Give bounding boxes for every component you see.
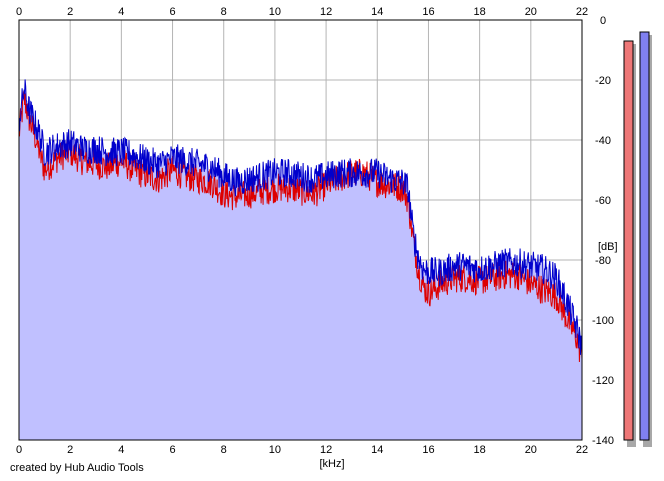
x-tick-top-0: 0 (16, 6, 22, 18)
x-tick-top-6: 12 (320, 6, 332, 18)
level-meter-0 (623, 40, 634, 441)
plot-border (18, 19, 583, 441)
x-tick-top-5: 10 (269, 6, 281, 18)
x-tick-bottom-9: 18 (474, 444, 486, 456)
x-tick-bottom-1: 2 (67, 444, 73, 456)
x-axis-label: [kHz] (319, 458, 344, 470)
y-tick-0: 0 (600, 15, 606, 27)
x-tick-top-2: 4 (118, 6, 124, 18)
x-tick-bottom-6: 12 (320, 444, 332, 456)
x-tick-top-9: 18 (474, 6, 486, 18)
x-tick-bottom-7: 14 (371, 444, 383, 456)
series-layer (18, 79, 583, 363)
x-axis-ticks-bottom: 0 2 4 6 8 10 12 14 16 18 20 22 (16, 444, 588, 456)
x-tick-bottom-4: 8 (221, 444, 227, 456)
credit-text: created by Hub Audio Tools (10, 462, 144, 474)
spectrum-fill-area (19, 79, 582, 441)
y-tick-6: -120 (592, 375, 614, 387)
x-tick-bottom-3: 6 (169, 444, 175, 456)
x-tick-top-1: 2 (67, 6, 73, 18)
x-tick-top-3: 6 (169, 6, 175, 18)
x-tick-top-11: 22 (576, 6, 588, 18)
x-tick-top-8: 16 (422, 6, 434, 18)
x-tick-top-4: 8 (221, 6, 227, 18)
x-tick-bottom-10: 20 (525, 444, 537, 456)
y-axis-label: [dB] (598, 241, 618, 253)
x-tick-bottom-8: 16 (422, 444, 434, 456)
series-line-1 (18, 79, 583, 355)
y-tick-3: -60 (595, 195, 611, 207)
x-tick-top-7: 14 (371, 6, 383, 18)
y-tick-7: -140 (592, 435, 614, 447)
x-tick-bottom-5: 10 (269, 444, 281, 456)
y-axis-ticks: 0 -20 -40 -60 -80 -100 -120 -140 (592, 15, 614, 447)
x-axis-ticks-top: 0 2 4 6 8 10 12 14 16 18 20 22 (16, 6, 588, 18)
x-tick-bottom-11: 22 (576, 444, 588, 456)
y-tick-2: -40 (595, 135, 611, 147)
x-tick-bottom-2: 4 (118, 444, 124, 456)
x-tick-bottom-0: 0 (16, 444, 22, 456)
level-meter-1 (639, 31, 650, 441)
x-tick-top-10: 20 (525, 6, 537, 18)
y-tick-1: -20 (595, 75, 611, 87)
level-meters (623, 31, 652, 447)
y-tick-4: -80 (595, 255, 611, 267)
y-tick-5: -100 (592, 315, 614, 327)
